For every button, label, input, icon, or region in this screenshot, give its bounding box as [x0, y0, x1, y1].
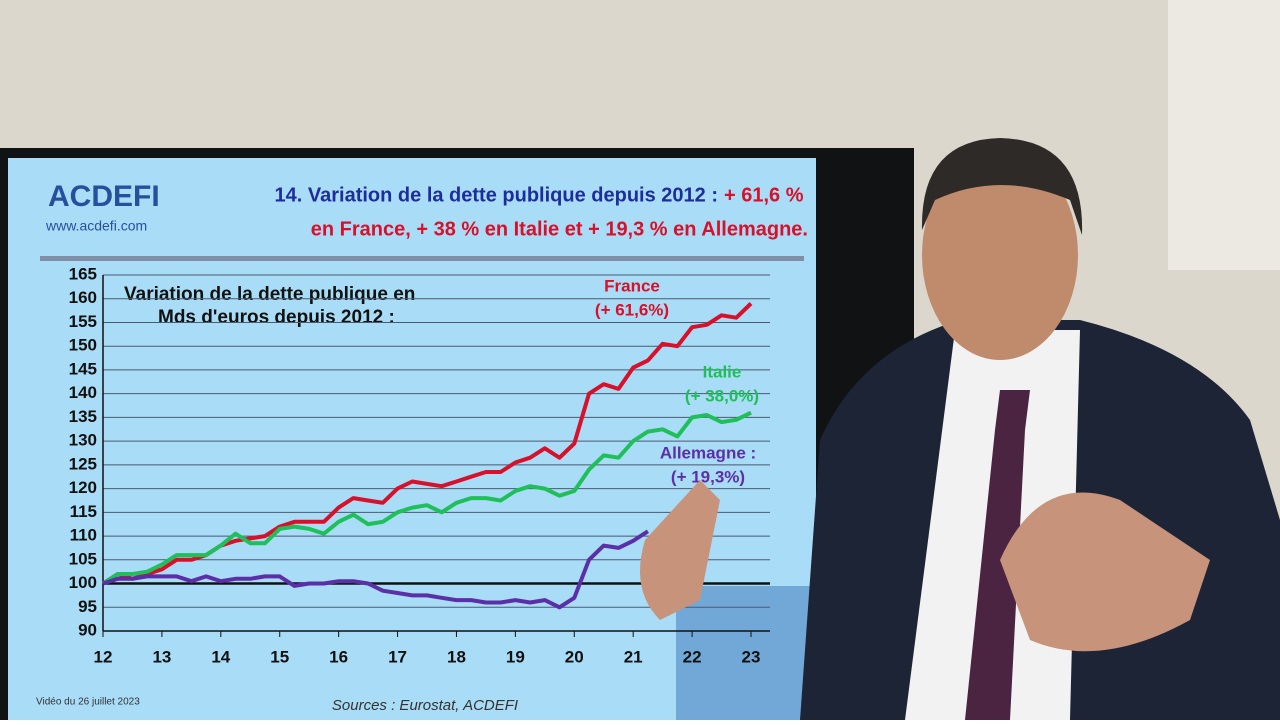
- series-label: (+ 38,0%): [685, 386, 759, 405]
- y-tick-label: 130: [69, 431, 97, 450]
- globe-graphic: [676, 586, 816, 720]
- y-tick-label: 160: [69, 288, 97, 307]
- y-tick-label: 165: [69, 264, 97, 283]
- chart-title: Mds d'euros depuis 2012 :: [158, 307, 395, 328]
- slide-title-highlight: + 61,6 %: [724, 184, 804, 206]
- y-tick-label: 110: [70, 526, 97, 545]
- series-name: Italie: [703, 362, 742, 381]
- hand: [640, 480, 720, 620]
- y-tick-label: 120: [69, 478, 97, 497]
- divider: [40, 256, 804, 261]
- plot: 90 95 100 105 110 115 120 125 130 135 140 145 150 155…: [69, 264, 770, 666]
- chart-title: Variation de la dette publique en: [124, 284, 415, 305]
- x-tick-label: 17: [388, 647, 407, 666]
- hand: [1000, 492, 1210, 652]
- slide-title: en France, + 38 % en Italie et + 19,3 % …: [311, 218, 808, 240]
- x-tick-label: 21: [624, 647, 643, 666]
- logo-url: www.acdefi.com: [45, 218, 147, 234]
- y-tick-label: 135: [69, 407, 97, 426]
- y-tick-label: 125: [69, 454, 97, 473]
- x-tick-label: 20: [565, 647, 584, 666]
- series-name: France: [604, 276, 660, 295]
- x-tick-label: 18: [447, 647, 466, 666]
- x-tick-label: 12: [94, 647, 113, 666]
- x-tick-label: 15: [270, 647, 289, 666]
- cabinet: [1168, 0, 1280, 270]
- tie: [965, 390, 1030, 720]
- x-tick-label: 13: [152, 647, 171, 666]
- head: [922, 150, 1078, 360]
- x-tick-label: 22: [683, 647, 702, 666]
- series-line: [102, 529, 649, 610]
- series-name: Allemagne :: [660, 443, 756, 462]
- series-line: [101, 410, 752, 586]
- sources: Sources : Eurostat, ACDEFI: [332, 697, 518, 714]
- logo: ACDEFI: [48, 180, 160, 213]
- slide-title: 14. Variation de la dette publique depui…: [275, 184, 718, 206]
- y-tick-label: 150: [69, 336, 97, 355]
- y-tick-label: 100: [69, 573, 97, 592]
- person: [640, 138, 1280, 720]
- date-note: Vidéo du 26 juillet 2023: [36, 697, 140, 708]
- hair: [921, 138, 1083, 235]
- series-label: (+ 19,3%): [671, 467, 745, 486]
- x-tick-label: 19: [506, 647, 525, 666]
- y-tick-label: 105: [69, 549, 97, 568]
- x-tick-label: 14: [211, 647, 230, 666]
- x-tick-label: 23: [742, 647, 761, 666]
- series-label: (+ 61,6%): [595, 300, 669, 319]
- y-tick-label: 140: [69, 383, 97, 402]
- y-tick-label: 90: [78, 620, 97, 639]
- x-tick-label: 16: [329, 647, 348, 666]
- y-tick-label: 115: [70, 502, 97, 521]
- y-tick-label: 155: [69, 312, 97, 331]
- y-tick-label: 145: [69, 359, 97, 378]
- y-tick-label: 95: [78, 597, 97, 616]
